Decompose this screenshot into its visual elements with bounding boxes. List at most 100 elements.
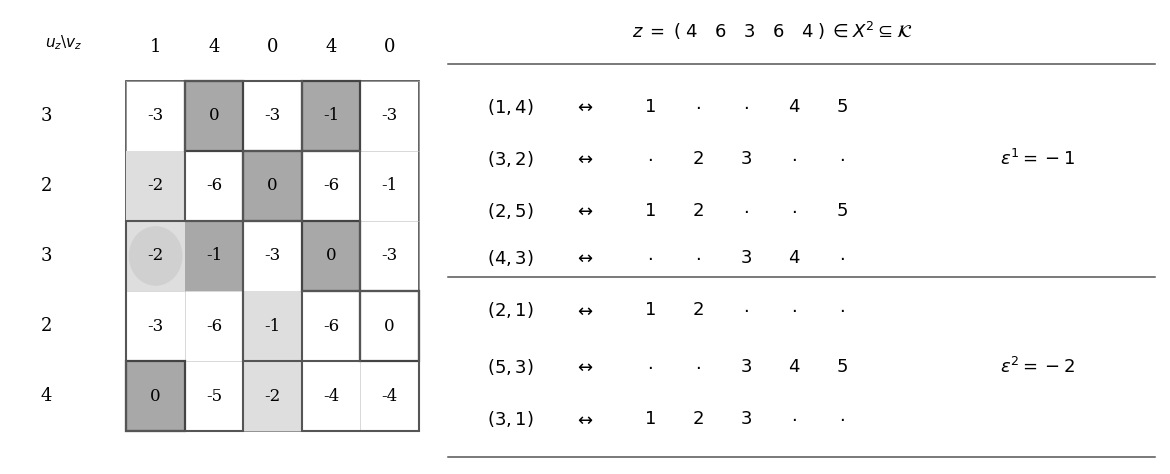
Text: $(3,1)$: $(3,1)$ — [487, 410, 534, 429]
Text: 3: 3 — [41, 247, 53, 265]
Text: $3$: $3$ — [741, 150, 752, 168]
Bar — [126, 221, 185, 291]
Bar — [243, 151, 360, 361]
Bar — [126, 81, 419, 431]
Text: $(3,2)$: $(3,2)$ — [487, 149, 534, 169]
Bar — [302, 221, 360, 291]
Text: $\varepsilon^1 = -1$: $\varepsilon^1 = -1$ — [1000, 149, 1075, 169]
Text: $\cdot$: $\cdot$ — [839, 410, 845, 428]
Text: -3: -3 — [147, 107, 164, 124]
Text: $(2,5)$: $(2,5)$ — [487, 201, 534, 221]
Text: $1$: $1$ — [645, 202, 656, 220]
Bar — [185, 81, 302, 221]
Text: $z \;=\; (\; 4 \quad 6 \quad 3 \quad 6 \quad 4 \;) \;\in X^2 \subseteq \mathcal{: $z \;=\; (\; 4 \quad 6 \quad 3 \quad 6 \… — [632, 20, 913, 42]
Text: -6: -6 — [206, 318, 222, 335]
Text: 2: 2 — [41, 177, 51, 195]
Text: 4: 4 — [208, 38, 220, 56]
Text: -3: -3 — [381, 247, 398, 264]
Text: $\cdot$: $\cdot$ — [791, 301, 797, 319]
Bar — [126, 221, 243, 431]
Bar — [126, 361, 185, 431]
Text: -3: -3 — [147, 318, 164, 335]
Text: -6: -6 — [323, 177, 339, 194]
Bar — [360, 291, 419, 361]
Text: 0: 0 — [208, 107, 220, 124]
Text: -4: -4 — [323, 388, 339, 405]
Text: $5$: $5$ — [837, 358, 848, 376]
Text: $(2,1)$: $(2,1)$ — [487, 301, 534, 320]
Text: $\cdot$: $\cdot$ — [839, 150, 845, 168]
Bar — [185, 221, 243, 291]
Bar — [126, 361, 185, 431]
Ellipse shape — [129, 226, 183, 286]
Text: $1$: $1$ — [645, 98, 656, 116]
Text: $2$: $2$ — [693, 410, 704, 428]
Text: $(5,3)$: $(5,3)$ — [487, 357, 534, 377]
Text: $\cdot$: $\cdot$ — [695, 98, 701, 116]
Text: 0: 0 — [267, 177, 277, 194]
Text: -1: -1 — [264, 318, 281, 335]
Bar — [302, 81, 360, 151]
Text: 0: 0 — [150, 388, 161, 405]
Text: -1: -1 — [206, 247, 222, 264]
Text: $\cdot$: $\cdot$ — [791, 150, 797, 168]
Text: $5$: $5$ — [837, 202, 848, 220]
Text: $\cdot$: $\cdot$ — [743, 202, 749, 220]
Text: $\leftrightarrow$: $\leftrightarrow$ — [574, 301, 594, 319]
Text: $\leftrightarrow$: $\leftrightarrow$ — [574, 358, 594, 376]
Text: $4$: $4$ — [787, 358, 800, 376]
Text: 0: 0 — [384, 318, 394, 335]
Text: $2$: $2$ — [693, 202, 704, 220]
Text: $(1,4)$: $(1,4)$ — [487, 97, 534, 117]
Text: -6: -6 — [323, 318, 339, 335]
Text: $5$: $5$ — [837, 98, 848, 116]
Text: $3$: $3$ — [741, 249, 752, 267]
Text: -4: -4 — [381, 388, 398, 405]
Text: $4$: $4$ — [787, 98, 800, 116]
Text: -1: -1 — [323, 107, 339, 124]
Text: $\leftrightarrow$: $\leftrightarrow$ — [574, 150, 594, 168]
Bar — [302, 81, 360, 151]
Text: $u_z\backslash v_z$: $u_z\backslash v_z$ — [44, 33, 82, 52]
Text: $\cdot$: $\cdot$ — [647, 358, 653, 376]
Text: $\leftrightarrow$: $\leftrightarrow$ — [574, 98, 594, 116]
Text: -1: -1 — [381, 177, 398, 194]
Text: $\cdot$: $\cdot$ — [647, 150, 653, 168]
Text: $3$: $3$ — [741, 410, 752, 428]
Text: 3: 3 — [41, 107, 53, 125]
Text: -3: -3 — [264, 247, 281, 264]
Text: 2: 2 — [41, 317, 51, 335]
Text: 4: 4 — [41, 387, 51, 405]
Bar — [185, 81, 243, 151]
Text: $\cdot$: $\cdot$ — [791, 202, 797, 220]
Text: 1: 1 — [150, 38, 161, 56]
Text: $\cdot$: $\cdot$ — [743, 98, 749, 116]
Text: $(4,3)$: $(4,3)$ — [487, 248, 534, 268]
Text: $4$: $4$ — [787, 249, 800, 267]
Text: -2: -2 — [147, 247, 164, 264]
Bar — [243, 151, 302, 221]
Text: 0: 0 — [267, 38, 278, 56]
Text: 4: 4 — [325, 38, 337, 56]
Text: $\cdot$: $\cdot$ — [647, 249, 653, 267]
Text: $\leftrightarrow$: $\leftrightarrow$ — [574, 249, 594, 267]
Text: -2: -2 — [264, 388, 281, 405]
Text: $\cdot$: $\cdot$ — [839, 249, 845, 267]
Bar — [302, 291, 419, 431]
Text: $\leftrightarrow$: $\leftrightarrow$ — [574, 410, 594, 428]
Text: $\cdot$: $\cdot$ — [743, 301, 749, 319]
Bar — [243, 151, 302, 221]
Text: $1$: $1$ — [645, 410, 656, 428]
Text: $\cdot$: $\cdot$ — [791, 410, 797, 428]
Bar — [185, 81, 243, 151]
Text: -3: -3 — [264, 107, 281, 124]
Bar — [243, 291, 302, 361]
Text: $\varepsilon^2 = -2$: $\varepsilon^2 = -2$ — [1000, 357, 1075, 377]
Bar — [126, 151, 185, 221]
Text: $3$: $3$ — [741, 358, 752, 376]
Text: $1$: $1$ — [645, 301, 656, 319]
Text: -2: -2 — [147, 177, 164, 194]
Text: $2$: $2$ — [693, 150, 704, 168]
Text: -6: -6 — [206, 177, 222, 194]
Text: 0: 0 — [384, 38, 395, 56]
